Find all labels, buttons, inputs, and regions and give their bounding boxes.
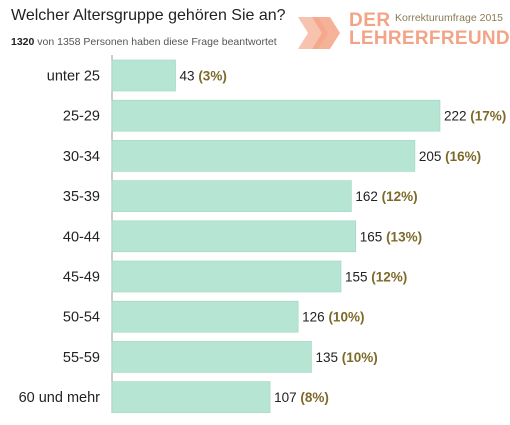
category-label: 45-49 [63, 270, 100, 286]
bar [111, 260, 342, 293]
value-label: 43 (3%) [180, 69, 227, 84]
value-label: 205 (16%) [419, 149, 481, 164]
value-label: 222 (17%) [444, 109, 506, 124]
value-label: 135 (10%) [315, 350, 377, 365]
value-label: 126 (10%) [302, 310, 364, 325]
value-label: 165 (13%) [360, 229, 422, 244]
chart-subtitle: 1320 von 1358 Personen haben diese Frage… [11, 36, 277, 48]
answered-text: von 1358 Personen haben diese Frage bean… [34, 36, 277, 48]
category-label: 60 und mehr [19, 390, 101, 406]
category-label: 35-39 [63, 189, 100, 205]
category-label: unter 25 [47, 69, 100, 85]
answered-count: 1320 [11, 36, 35, 48]
bar [111, 300, 299, 333]
bar [111, 220, 357, 253]
percent-label: (17%) [470, 109, 506, 124]
value-label: 162 (12%) [355, 189, 417, 204]
lehrerfreund-logo [298, 17, 340, 49]
percent-label: (10%) [328, 310, 364, 325]
category-label: 25-29 [63, 109, 100, 125]
logo-caption: Korrekturumfrage 2015 [395, 12, 503, 24]
bar [111, 180, 352, 212]
bar [111, 99, 441, 132]
bar [111, 341, 312, 373]
category-label: 30-34 [63, 149, 100, 165]
category-label: 40-44 [63, 229, 100, 245]
bar [111, 140, 416, 172]
percent-label: (8%) [300, 390, 329, 405]
percent-label: (13%) [386, 229, 422, 244]
percent-label: (3%) [198, 69, 227, 84]
value-label: 155 (12%) [345, 270, 407, 285]
bar [111, 59, 176, 92]
bar [111, 381, 271, 413]
percent-label: (12%) [371, 270, 407, 285]
category-label: 50-54 [63, 310, 100, 326]
percent-label: (10%) [342, 350, 378, 365]
category-label: 55-59 [63, 350, 100, 366]
logo-text-der: DER [349, 10, 391, 31]
value-label: 107 (8%) [274, 390, 329, 405]
chart-title: Welcher Altersgruppe gehören Sie an? [11, 7, 286, 24]
logo-text-lehrerfreund: LEHRERFREUND [349, 28, 510, 49]
logo-mark-icon [298, 17, 340, 49]
percent-label: (16%) [445, 149, 481, 164]
percent-label: (12%) [382, 189, 418, 204]
